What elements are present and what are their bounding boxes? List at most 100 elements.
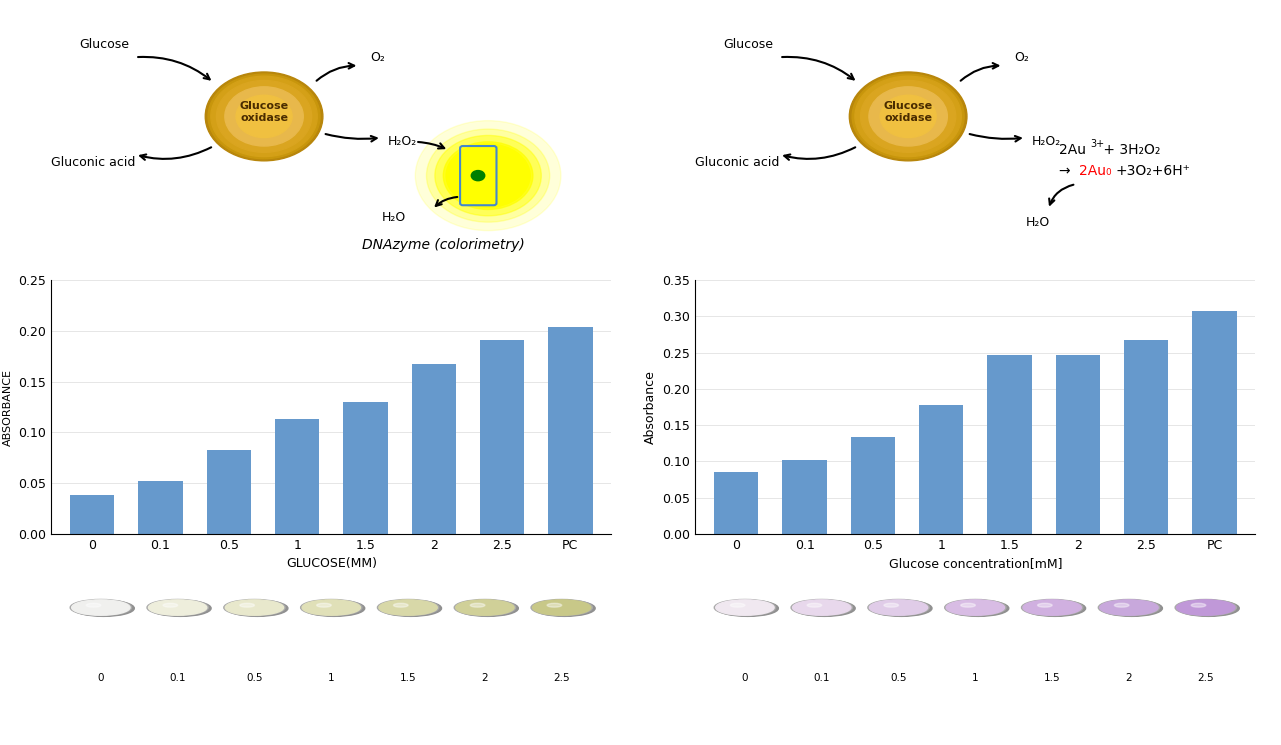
Circle shape — [793, 600, 851, 615]
Bar — [343, 402, 388, 534]
Circle shape — [1024, 600, 1081, 615]
Circle shape — [1102, 600, 1162, 616]
Text: 2Au: 2Au — [1059, 143, 1086, 157]
Bar — [275, 419, 319, 534]
Text: 0.5: 0.5 — [246, 673, 263, 683]
Text: 0.5: 0.5 — [890, 673, 907, 683]
Circle shape — [236, 95, 292, 138]
Circle shape — [869, 87, 948, 146]
Circle shape — [961, 603, 975, 607]
Text: 1.5: 1.5 — [1044, 673, 1061, 683]
Circle shape — [434, 136, 542, 216]
Circle shape — [427, 129, 550, 222]
Circle shape — [1175, 600, 1236, 615]
Bar — [783, 460, 826, 534]
Bar — [480, 340, 524, 534]
Text: O₂: O₂ — [1015, 51, 1030, 63]
Circle shape — [225, 600, 283, 615]
Circle shape — [415, 121, 561, 231]
Circle shape — [807, 603, 821, 607]
Circle shape — [869, 600, 929, 615]
Y-axis label: Absorbance: Absorbance — [644, 370, 657, 444]
Circle shape — [73, 600, 135, 616]
Circle shape — [224, 600, 286, 615]
Circle shape — [443, 142, 533, 209]
Text: Glucose
oxidase: Glucose oxidase — [240, 101, 288, 124]
Text: Glucose: Glucose — [724, 38, 774, 51]
Circle shape — [446, 144, 530, 207]
Bar — [411, 364, 456, 534]
Text: 0: 0 — [742, 673, 748, 683]
Circle shape — [1021, 600, 1082, 615]
Y-axis label: ABSORBANCE: ABSORBANCE — [3, 369, 13, 446]
Text: H₂O₂: H₂O₂ — [1031, 136, 1061, 148]
Circle shape — [849, 72, 967, 161]
Text: 2: 2 — [1126, 673, 1132, 683]
Circle shape — [316, 603, 332, 607]
Circle shape — [547, 603, 561, 607]
Circle shape — [86, 603, 101, 607]
Bar — [918, 405, 963, 534]
Circle shape — [948, 600, 1009, 616]
Text: 1.5: 1.5 — [400, 673, 416, 683]
Circle shape — [792, 600, 852, 615]
Text: →: → — [1059, 165, 1075, 178]
Text: 0: 0 — [97, 673, 104, 683]
Circle shape — [302, 600, 360, 615]
Text: Gluconic acid: Gluconic acid — [51, 156, 136, 169]
Circle shape — [216, 80, 311, 153]
Bar — [548, 327, 593, 534]
Circle shape — [471, 171, 484, 181]
Circle shape — [1191, 603, 1205, 607]
Circle shape — [457, 600, 519, 616]
Bar — [851, 437, 895, 534]
Circle shape — [854, 76, 961, 156]
Text: 2.5: 2.5 — [553, 673, 570, 683]
Circle shape — [379, 600, 437, 615]
X-axis label: Glucose concentration[mM]: Glucose concentration[mM] — [889, 557, 1062, 571]
Circle shape — [532, 600, 592, 615]
Circle shape — [944, 600, 1006, 615]
Text: 0.1: 0.1 — [169, 673, 186, 683]
Bar — [988, 355, 1031, 534]
Circle shape — [1100, 600, 1158, 615]
Text: H₂O: H₂O — [382, 212, 406, 224]
Text: 1: 1 — [972, 673, 979, 683]
Circle shape — [70, 600, 132, 615]
Circle shape — [163, 603, 178, 607]
Circle shape — [716, 600, 774, 615]
Bar — [714, 472, 758, 534]
X-axis label: GLUCOSE(MM): GLUCOSE(MM) — [286, 557, 377, 571]
Circle shape — [1098, 600, 1159, 615]
Text: DNAzyme (colorimetry): DNAzyme (colorimetry) — [363, 238, 525, 253]
Circle shape — [211, 76, 318, 156]
Text: 2: 2 — [482, 673, 488, 683]
Circle shape — [378, 600, 438, 615]
Circle shape — [870, 600, 927, 615]
Circle shape — [861, 80, 956, 153]
Circle shape — [794, 600, 856, 616]
Text: H₂O: H₂O — [1026, 215, 1050, 229]
Circle shape — [470, 603, 485, 607]
Bar — [1056, 355, 1100, 534]
Circle shape — [852, 74, 965, 159]
Circle shape — [1038, 603, 1052, 607]
Bar — [138, 481, 183, 534]
Circle shape — [150, 600, 211, 616]
Circle shape — [1179, 600, 1239, 616]
Bar — [1123, 340, 1168, 534]
Text: 2.5: 2.5 — [1198, 673, 1214, 683]
Circle shape — [227, 600, 288, 616]
Circle shape — [880, 95, 936, 138]
Circle shape — [947, 600, 1004, 615]
Circle shape — [715, 600, 775, 615]
Circle shape — [1025, 600, 1085, 616]
Circle shape — [1176, 600, 1235, 615]
Circle shape — [533, 600, 591, 615]
Circle shape — [456, 600, 514, 615]
Circle shape — [225, 87, 304, 146]
Circle shape — [884, 603, 898, 607]
Text: O₂: O₂ — [370, 51, 386, 63]
Text: + 3H₂O₂: + 3H₂O₂ — [1099, 143, 1159, 157]
Circle shape — [240, 603, 255, 607]
